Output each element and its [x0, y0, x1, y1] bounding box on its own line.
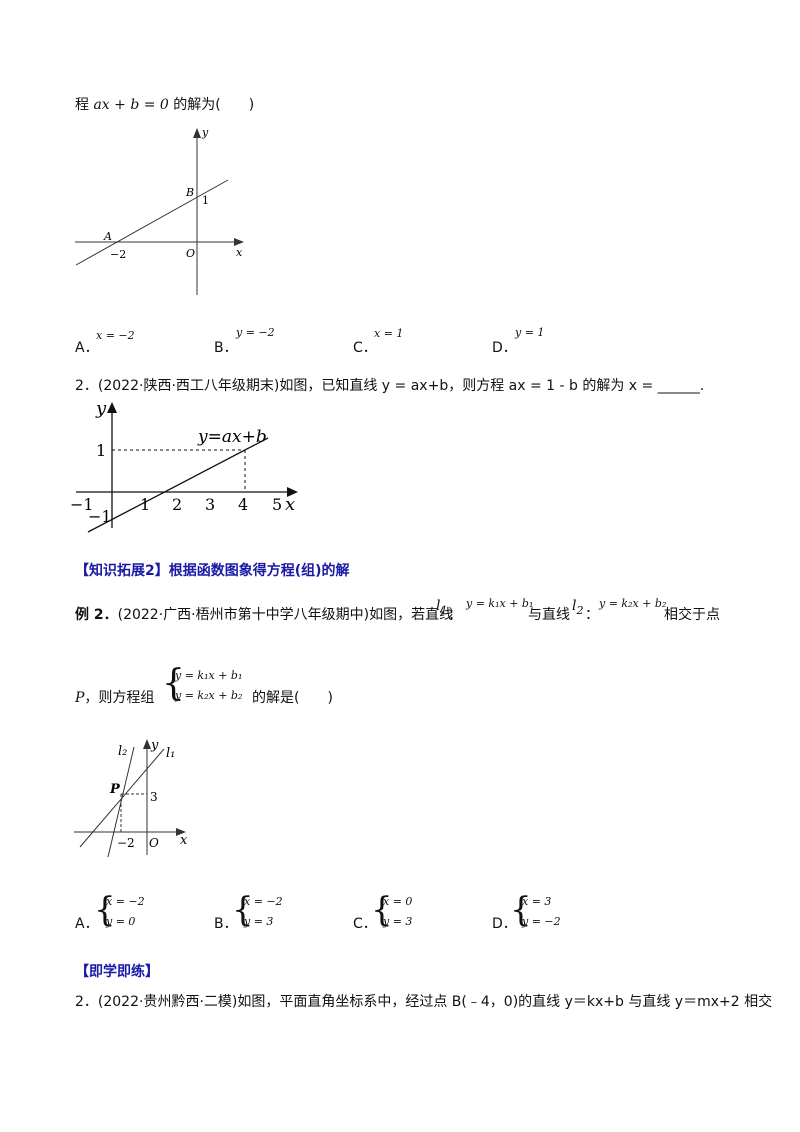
figure-1-graph: y B 1 A −2 O x	[75, 126, 244, 295]
l1-symbol: l1	[436, 598, 448, 617]
colon-2: ：	[585, 607, 599, 623]
fig2-line-label: y=ax+b	[197, 427, 267, 447]
fig3-l1-label: l₁	[166, 746, 175, 761]
fig1-B-label: B	[185, 186, 194, 199]
ex2-option-d-brace: {	[510, 890, 532, 930]
q1-option-a-expr: x = −2	[96, 329, 135, 342]
ex2-option-b[interactable]: B．	[214, 916, 238, 932]
q1-option-c-expr: x = 1	[374, 327, 404, 340]
section-heading: 【知识拓展2】根据函数图象得方程(组)的解	[75, 563, 350, 579]
system-eq-2: y = k₂x + b₂	[175, 689, 243, 702]
fig3-three-label: 3	[150, 790, 158, 804]
fig3-x-label: x	[180, 833, 188, 848]
fig2-x-label: x	[285, 494, 295, 515]
q1-option-b[interactable]: B．	[214, 340, 238, 356]
fig2-one-label: 1	[96, 441, 106, 460]
figure-3-graph: l₂ y l₁ P 3 −2 O x	[74, 738, 188, 858]
fig2-xtick-neg1: −1	[70, 495, 94, 514]
equation-l2: y = k₂x + b₂	[599, 597, 667, 610]
ex2-option-a-brace: {	[94, 890, 116, 930]
ex2-option-d-eq2: y = −2	[522, 915, 561, 928]
ex2-option-b-brace: {	[232, 890, 254, 930]
ex2-option-c-eq1: x = 0	[383, 895, 413, 908]
l2-symbol: l2	[572, 598, 584, 617]
ex2-option-a-eq2: y = 0	[106, 915, 136, 928]
fig2-xtick-4: 4	[238, 495, 248, 514]
fig1-O-label: O	[186, 247, 195, 260]
system-brace: {	[162, 663, 185, 704]
fig3-y-label: y	[150, 738, 159, 753]
ex2-option-b-eq2: y = 3	[244, 915, 274, 928]
ex2-option-c-brace: {	[371, 890, 393, 930]
fig3-O-label: O	[149, 836, 159, 850]
ex2-option-c[interactable]: C．	[353, 916, 377, 932]
question-continuation: 程 ax + b = 0 的解为( )	[75, 97, 255, 113]
question-3-text: 2．(2022·贵州黔西·二模)如图，平面直角坐标系中，经过点 B(﹣4，0)的…	[75, 994, 773, 1010]
example-2-line-1: 例 2．(2022·广西·梧州市第十中学八年级期中)如图，若直线	[75, 607, 454, 623]
fig3-neg2-label: −2	[117, 836, 135, 850]
ex2-option-d[interactable]: D．	[492, 916, 517, 932]
fig2-neg1-y-label: −1	[88, 507, 112, 526]
ex2-option-a-eq1: x = −2	[106, 895, 145, 908]
q1-option-c[interactable]: C．	[353, 340, 377, 356]
fig2-xtick-2: 2	[172, 495, 182, 514]
fig1-x-label: x	[236, 246, 243, 259]
q1-option-b-expr: y = −2	[236, 326, 275, 339]
q1-option-d-expr: y = 1	[515, 326, 545, 339]
intersect-text: 相交于点	[664, 607, 720, 623]
fig2-xtick-1: 1	[140, 495, 150, 514]
fig1-one-label: 1	[202, 194, 209, 207]
colon-1: ：	[448, 607, 462, 623]
fig1-A-label: A	[103, 230, 112, 243]
ex2-option-d-eq1: x = 3	[522, 895, 552, 908]
figure-2-graph: y y=ax+b 1 −1 −1 1 2 3 4 5 x	[70, 398, 298, 533]
ex2-option-a[interactable]: A．	[75, 916, 99, 932]
system-eq-1: y = k₁x + b₁	[175, 669, 243, 682]
equation: ax + b = 0	[93, 97, 169, 113]
q1-option-a[interactable]: A．	[75, 340, 99, 356]
ex2-option-b-eq1: x = −2	[244, 895, 283, 908]
example-2-line-2: P，则方程组	[75, 690, 155, 706]
solution-text: 的解是( )	[252, 690, 333, 706]
example-label: 例 2．	[75, 607, 118, 623]
fig3-P-label: P	[109, 782, 121, 797]
with-line-text: 与直线	[528, 607, 570, 623]
fig1-y-label: y	[201, 126, 209, 139]
practice-heading: 【即学即练】	[75, 964, 159, 980]
ex2-option-c-eq2: y = 3	[383, 915, 413, 928]
question-2-text: 2．(2022·陕西·西工八年级期末)如图，已知直线 y = ax+b，则方程 …	[75, 378, 705, 394]
equation-l1: y = k₁x + b₁	[466, 597, 534, 610]
fig2-xtick-5: 5	[272, 495, 282, 514]
fig3-l2-label: l₂	[118, 744, 127, 759]
fig2-xtick-3: 3	[205, 495, 215, 514]
fig2-y-label: y	[95, 398, 107, 419]
fig1-neg2-label: −2	[110, 248, 126, 261]
q1-option-d[interactable]: D．	[492, 340, 517, 356]
